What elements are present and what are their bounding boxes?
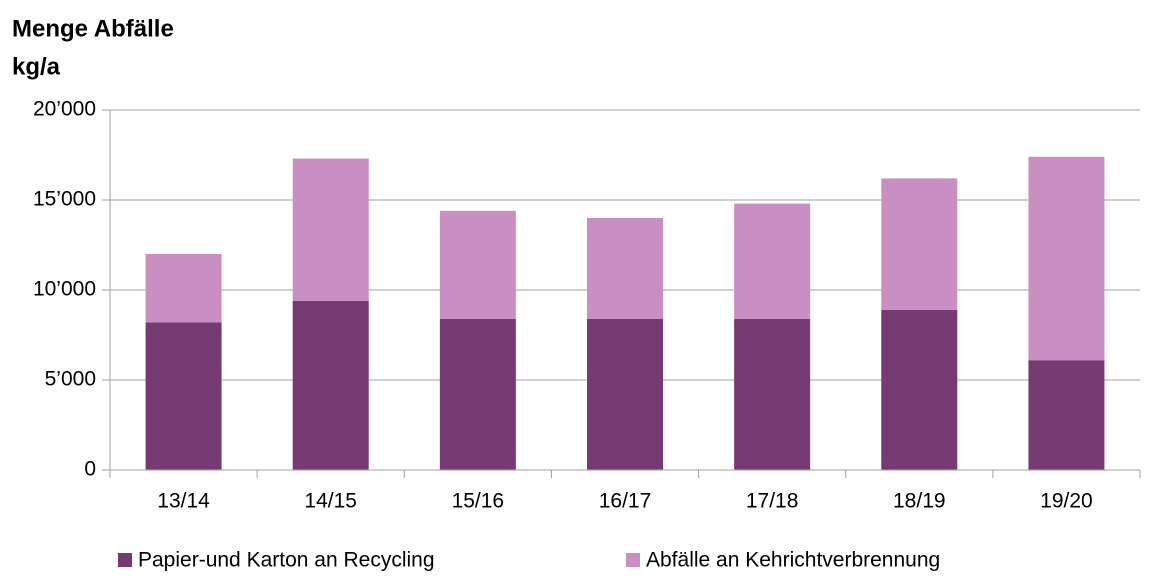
bar-segment — [734, 203, 811, 319]
x-tick-label: 14/15 — [304, 490, 357, 513]
x-tick-label: 18/19 — [893, 490, 946, 513]
y-tick-label: 10’000 — [33, 278, 96, 301]
bar-segment — [587, 218, 663, 319]
legend-swatch — [626, 553, 640, 567]
bar-segment — [292, 300, 369, 470]
bar-segment — [1028, 156, 1105, 361]
y-tick-label: 15’000 — [33, 188, 96, 211]
x-tick-label: 19/20 — [1040, 490, 1093, 513]
bar-segment — [1028, 360, 1105, 470]
legend-label: Papier-und Karton an Recycling — [138, 549, 435, 572]
bar-segment — [439, 318, 516, 470]
bar-segment — [145, 254, 222, 323]
y-tick-label: 5’000 — [45, 368, 96, 391]
legend-swatch — [118, 553, 132, 567]
x-tick-label: 17/18 — [746, 490, 799, 513]
x-tick-label: 16/17 — [599, 490, 652, 513]
bar-segment — [145, 322, 222, 470]
chart-title: Menge Abfälle — [12, 15, 174, 42]
x-tick-label: 13/14 — [157, 490, 210, 513]
y-tick-label: 0 — [84, 458, 96, 481]
x-tick-label: 15/16 — [452, 490, 505, 513]
bar-segment — [734, 318, 811, 470]
bar-segment — [881, 178, 958, 310]
bar-segment — [292, 158, 369, 301]
bar-segment — [439, 210, 516, 319]
legend-label: Abfälle an Kehrichtverbrennung — [646, 549, 940, 572]
y-tick-label: 20’000 — [33, 98, 96, 121]
bar-segment — [881, 309, 958, 470]
y-axis-label: kg/a — [12, 53, 61, 80]
bar-segment — [587, 318, 663, 470]
